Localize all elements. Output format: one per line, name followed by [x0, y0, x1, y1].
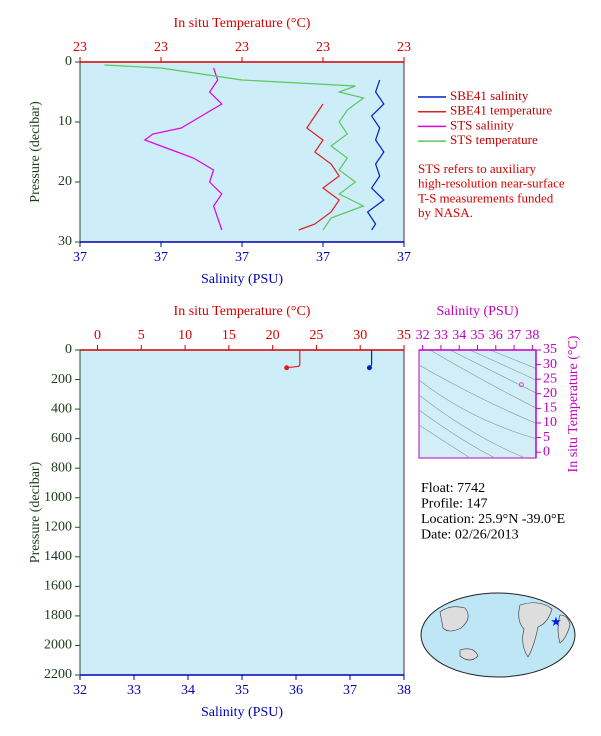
- tick-label: 34: [181, 683, 195, 698]
- y-tick-label: 30: [543, 357, 557, 372]
- axis-title: In situ Temperature (°C): [174, 16, 311, 31]
- float-info: Float: 7742: [421, 481, 485, 496]
- y-tick-label: 600: [51, 431, 72, 446]
- tick-label: 35: [235, 683, 249, 698]
- tick-label: 23: [235, 40, 249, 55]
- tick-label: 0: [94, 328, 101, 343]
- y-tick-label: 2000: [44, 638, 72, 653]
- profile-end-marker: [284, 365, 290, 371]
- annotation: high-resolution near-surface: [418, 176, 565, 191]
- y-tick-label: 800: [51, 460, 72, 475]
- profile-line: [286, 350, 301, 369]
- tick-label: 30: [353, 328, 367, 343]
- axis-title: Salinity (PSU): [201, 272, 283, 287]
- legend-label: SBE41 salinity: [450, 88, 529, 103]
- tick-label: 37: [507, 328, 521, 343]
- float-info: Location: 25.9°N -39.0°E: [421, 512, 565, 527]
- tick-label: 33: [434, 328, 448, 343]
- tick-label: 37: [343, 683, 357, 698]
- tick-label: 32: [416, 328, 430, 343]
- annotation: STS refers to auxiliary: [418, 161, 537, 176]
- tick-label: 23: [73, 40, 87, 55]
- tick-label: 23: [316, 40, 330, 55]
- y-axis-title: In situ Temperature (°C): [566, 335, 581, 472]
- y-tick-label: 0: [65, 54, 72, 69]
- tick-label: 37: [397, 250, 411, 265]
- tick-label: 15: [222, 328, 236, 343]
- tick-label: 5: [138, 328, 145, 343]
- tick-label: 23: [397, 40, 411, 55]
- y-tick-label: 5: [543, 430, 550, 445]
- annotation: by NASA.: [418, 205, 473, 220]
- y-tick-label: 1200: [44, 519, 72, 534]
- tick-label: 20: [266, 328, 280, 343]
- y-tick-label: 15: [543, 401, 557, 416]
- map: ★: [420, 592, 576, 678]
- tick-label: 35: [397, 328, 411, 343]
- density-contours: [419, 350, 536, 458]
- tick-label: 38: [525, 328, 539, 343]
- axis-title: In situ Temperature (°C): [174, 304, 311, 319]
- float-location-star: ★: [550, 614, 562, 629]
- plot-area: [79, 61, 405, 243]
- tick-label: 32: [73, 683, 87, 698]
- y-tick-label: 0: [65, 342, 72, 357]
- y-axis-title: Pressure (decibar): [28, 101, 43, 203]
- y-tick-label: 1400: [44, 549, 72, 564]
- tick-label: 34: [452, 328, 466, 343]
- float-info: Date: 02/26/2013: [421, 528, 519, 543]
- tick-label: 37: [316, 250, 330, 265]
- y-tick-label: 25: [543, 371, 557, 386]
- profile-line: [143, 67, 223, 231]
- tick-label: 37: [154, 250, 168, 265]
- y-tick-label: 200: [51, 372, 72, 387]
- ts-point: [518, 382, 524, 388]
- profile-line: [298, 103, 341, 231]
- ts-plot-area: [418, 349, 537, 459]
- y-tick-label: 0: [543, 444, 550, 459]
- tick-label: 33: [127, 683, 141, 698]
- tick-label: 37: [235, 250, 249, 265]
- tick-label: 35: [471, 328, 485, 343]
- y-tick-label: 1600: [44, 579, 72, 594]
- legend-label: STS temperature: [450, 132, 538, 147]
- profile-end-marker: [366, 365, 372, 371]
- tick-label: 36: [289, 683, 303, 698]
- axis-title: Salinity (PSU): [201, 705, 283, 720]
- tick-label: 37: [73, 250, 87, 265]
- y-tick-label: 35: [543, 342, 557, 357]
- axis-title: Salinity (PSU): [436, 304, 518, 319]
- y-tick-label: 30: [58, 234, 72, 249]
- y-tick-label: 10: [58, 114, 72, 129]
- profile-line: [104, 64, 366, 231]
- y-tick-label: 1800: [44, 608, 72, 623]
- y-tick-label: 20: [58, 174, 72, 189]
- plot-area: [79, 349, 405, 676]
- y-tick-label: 20: [543, 386, 557, 401]
- float-info: Profile: 147: [421, 497, 488, 512]
- tick-label: 38: [397, 683, 411, 698]
- tick-label: 36: [489, 328, 503, 343]
- annotation: T-S measurements funded: [418, 190, 554, 205]
- y-axis-title: Pressure (decibar): [28, 461, 43, 563]
- tick-label: 10: [178, 328, 192, 343]
- legend-label: STS salinity: [450, 117, 514, 132]
- tick-label: 25: [309, 328, 323, 343]
- y-tick-label: 10: [543, 415, 557, 430]
- tick-label: 23: [154, 40, 168, 55]
- y-tick-label: 1000: [44, 490, 72, 505]
- y-tick-label: 2200: [44, 667, 72, 682]
- legend-label: SBE41 temperature: [450, 103, 552, 118]
- y-tick-label: 400: [51, 401, 72, 416]
- profile-line: [366, 79, 385, 231]
